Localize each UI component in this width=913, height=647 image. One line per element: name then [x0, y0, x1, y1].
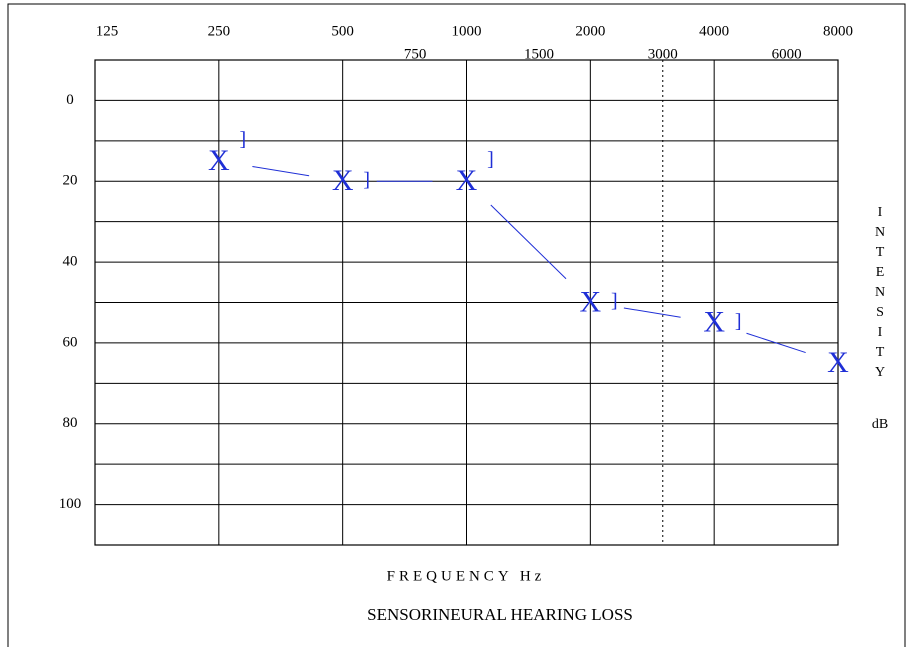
y-tick-label: 60	[63, 334, 78, 350]
series-line	[746, 332, 806, 354]
bracket-marker: ]	[487, 149, 494, 171]
bracket-marker: ]	[363, 169, 370, 191]
x-tick-label: 4000	[699, 23, 729, 39]
x-tick-label: 8000	[823, 23, 853, 39]
x-marker: X	[827, 346, 849, 379]
y-tick-label: 20	[63, 173, 78, 189]
y-tick-label: 100	[59, 496, 82, 512]
x-marker: X	[332, 164, 354, 197]
bracket-marker: ]	[735, 310, 742, 332]
x-minor-tick-label: 1500	[524, 46, 554, 62]
x-minor-tick-label: 750	[404, 46, 427, 62]
y-axis-label: INTENSITY	[873, 205, 888, 385]
bracket-marker: ]	[239, 128, 246, 150]
chart-title: SENSORINEURAL HEARING LOSS	[367, 605, 633, 624]
y-tick-label: 80	[63, 415, 78, 431]
x-marker: X	[579, 285, 601, 318]
series-line	[490, 204, 567, 280]
x-minor-tick-label: 3000	[648, 46, 678, 62]
x-tick-label: 1000	[452, 23, 482, 39]
outer-border	[7, 3, 906, 647]
x-minor-tick-label: 6000	[772, 46, 802, 62]
x-marker: X	[208, 144, 230, 177]
x-tick-label: 125	[96, 23, 119, 39]
y-tick-label: 40	[63, 254, 78, 270]
x-marker: X	[703, 306, 725, 339]
series-line	[252, 166, 310, 177]
x-tick-label: 250	[208, 23, 231, 39]
series-line	[623, 307, 681, 318]
y-tick-label: 0	[66, 92, 74, 108]
bracket-marker: ]	[611, 290, 618, 312]
x-tick-label: 2000	[575, 23, 605, 39]
x-tick-label: 500	[331, 23, 354, 39]
y-unit: dB	[872, 417, 888, 432]
x-marker: X	[456, 164, 478, 197]
x-axis-label: FREQUENCY Hz	[387, 568, 546, 584]
